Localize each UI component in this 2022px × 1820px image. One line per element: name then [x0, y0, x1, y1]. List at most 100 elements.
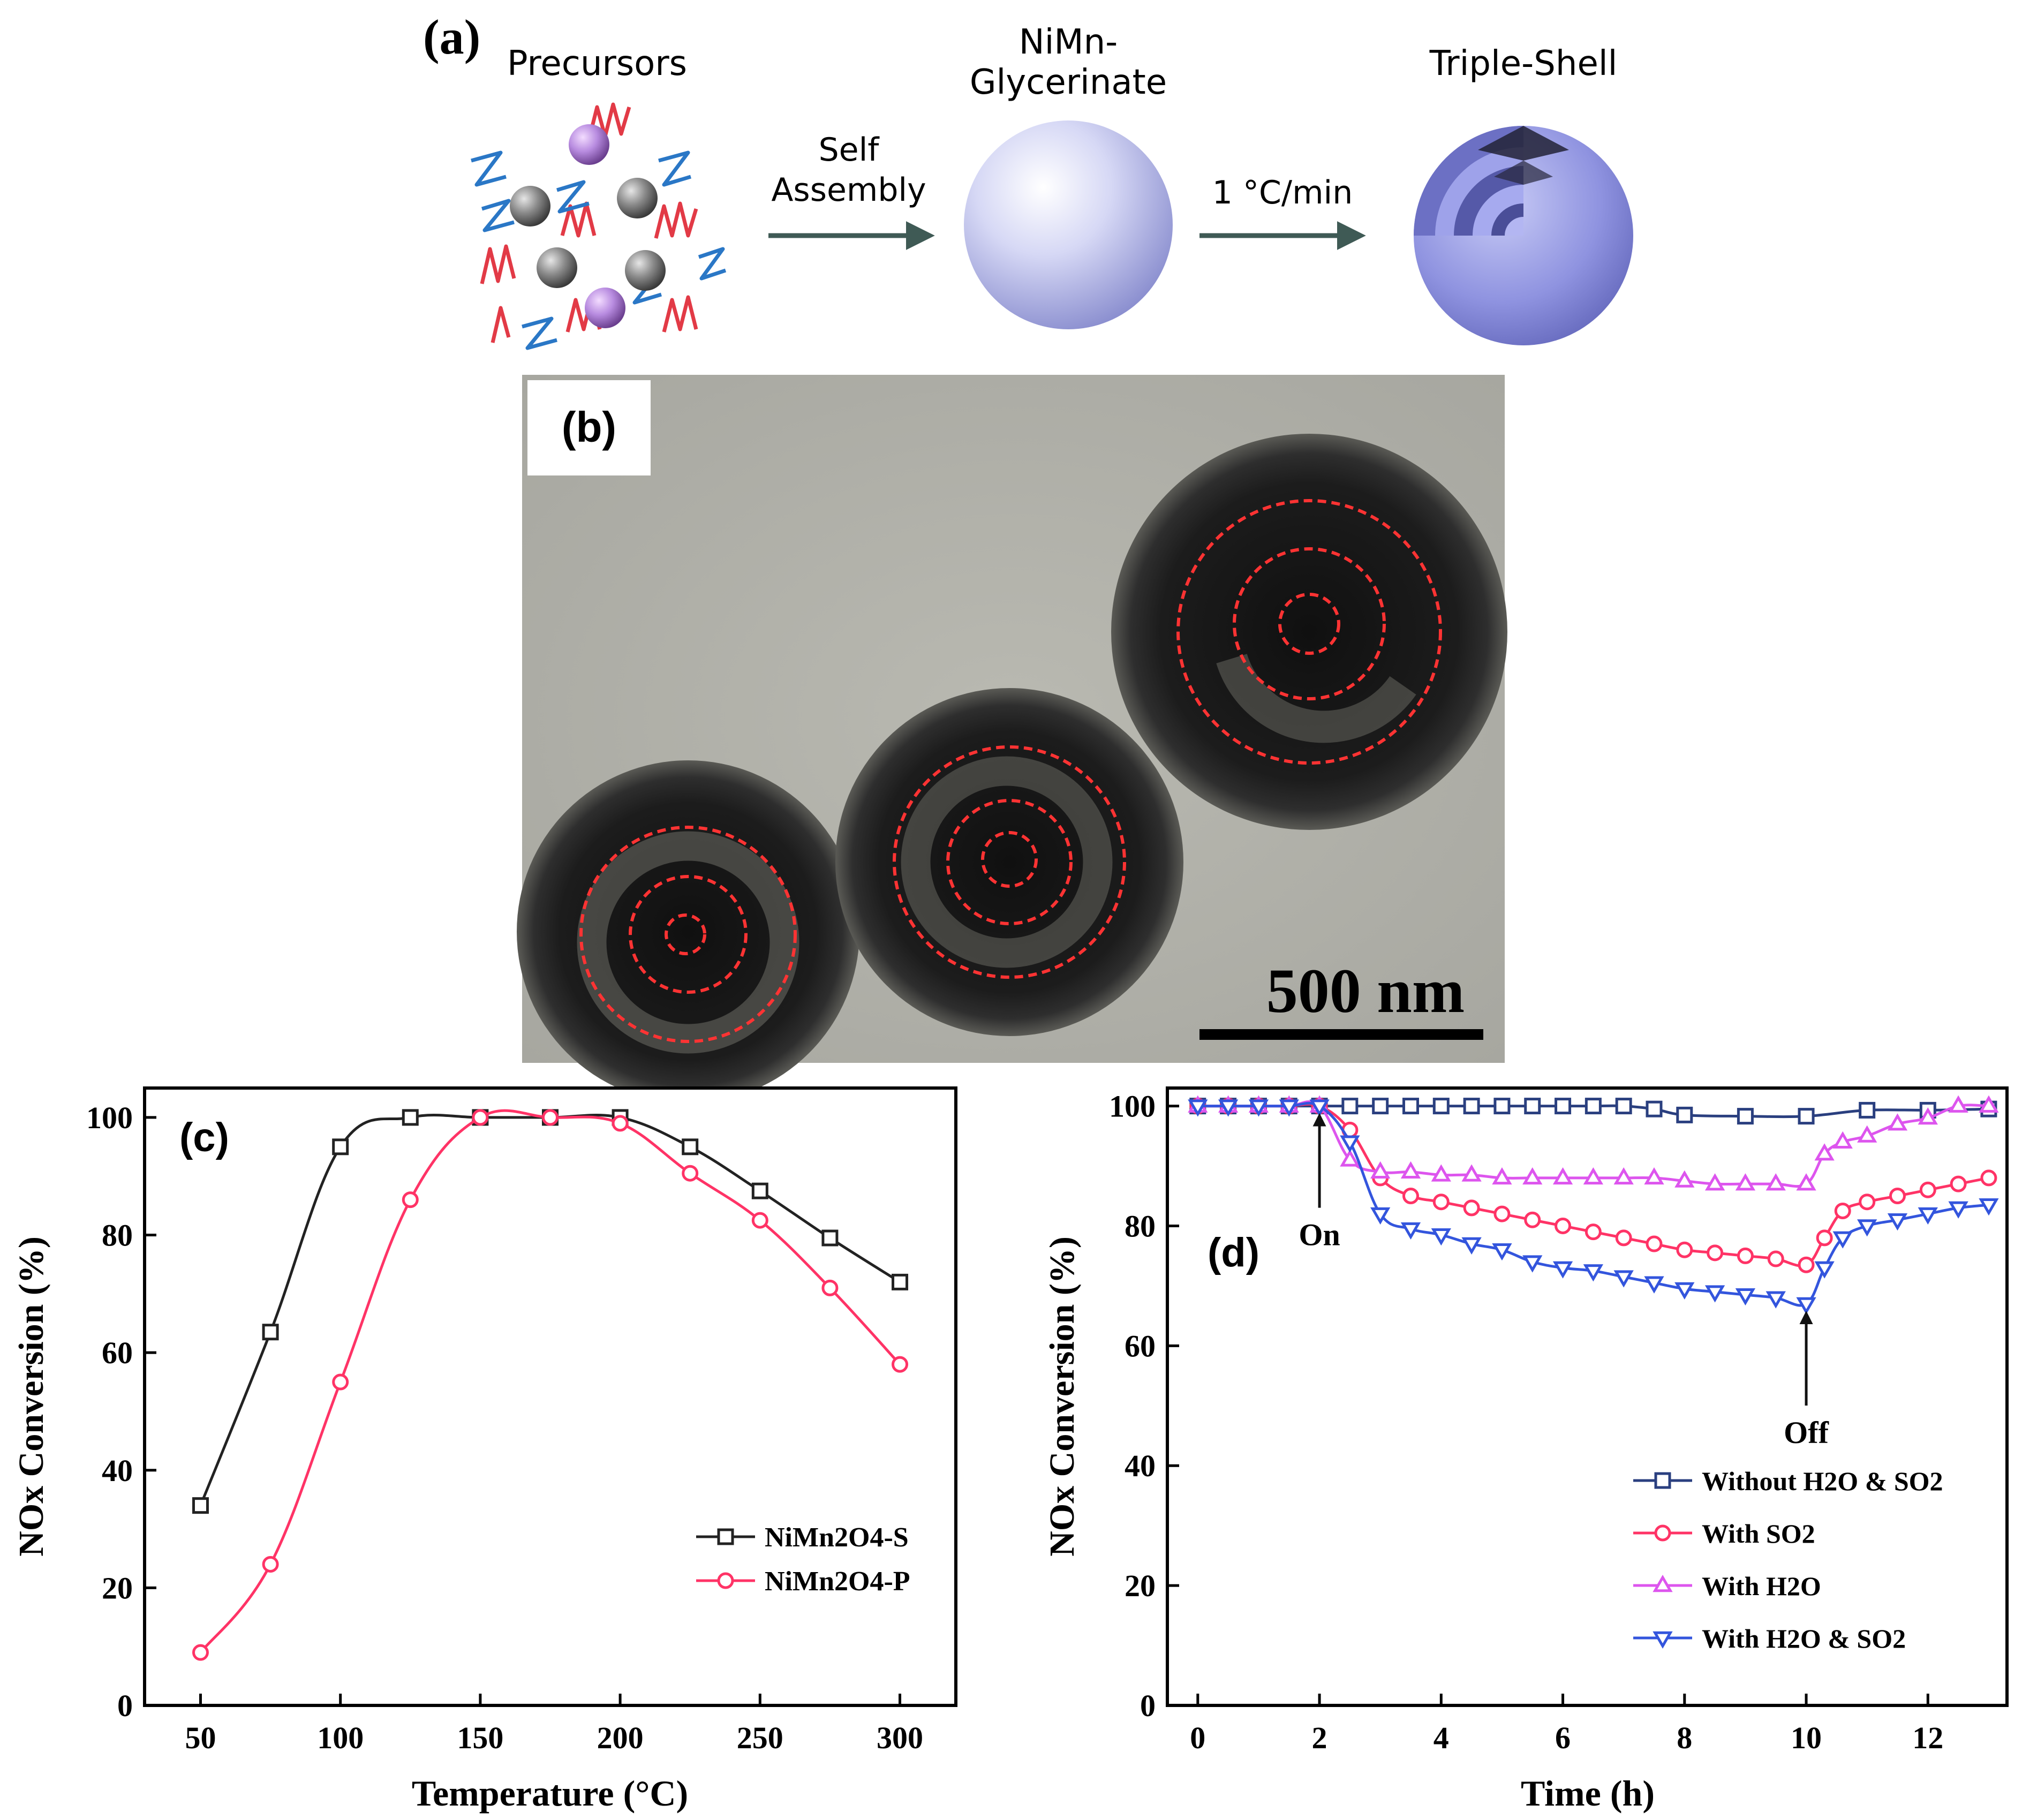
x-tick-label: 8 [1677, 1720, 1692, 1755]
data-point-circle [402, 1191, 419, 1209]
red-ligand-zigzag [480, 244, 516, 284]
data-point-triangle-up [1814, 1143, 1835, 1161]
data-point-circle [1524, 1211, 1541, 1228]
data-point-square [332, 1138, 349, 1156]
plot-frame [143, 1086, 957, 1707]
data-point-triangle-up [1613, 1167, 1634, 1185]
triple-shell-label: Triple-Shell [1429, 44, 1618, 84]
data-point-triangle-down [1857, 1219, 1877, 1237]
x-tick-label: 150 [457, 1720, 503, 1755]
grey-ion-sphere [510, 186, 550, 226]
blue-ligand-z [522, 316, 557, 350]
data-point-square [1654, 1472, 1671, 1489]
data-point-triangle-down [1644, 1276, 1664, 1294]
data-point-triangle-up [1918, 1107, 1938, 1125]
plot-frame [1166, 1086, 2009, 1707]
x-tick-label: 12 [1912, 1720, 1943, 1755]
data-point-triangle-down [1887, 1213, 1908, 1231]
data-point-circle [1707, 1244, 1724, 1262]
data-point-square [1585, 1098, 1602, 1115]
data-point-square [1646, 1100, 1663, 1117]
data-point-triangle-down [1735, 1288, 1756, 1306]
data-point-square [1341, 1098, 1359, 1115]
data-point-triangle-up [1583, 1167, 1603, 1185]
blue-ligand-z [481, 199, 515, 232]
data-point-triangle-up [1796, 1173, 1816, 1191]
data-point-circle [1859, 1194, 1876, 1211]
data-point-circle [612, 1115, 629, 1132]
data-point-square [821, 1229, 839, 1247]
data-point-triangle-up [1431, 1164, 1451, 1182]
blue-ligand-z [556, 180, 590, 214]
panel-b-label: (b) [562, 403, 616, 451]
data-point-square [1524, 1098, 1541, 1115]
data-point-triangle-up [1644, 1167, 1664, 1185]
y-tick-label: 80 [1125, 1209, 1156, 1243]
y-tick-label: 20 [1125, 1568, 1156, 1603]
heating-rate-label: 1 °C/min [1212, 174, 1353, 212]
precursors-cluster [471, 102, 727, 350]
tem-particle [517, 760, 859, 1103]
data-point-triangle-up [1340, 1149, 1360, 1167]
data-point-square [1798, 1108, 1815, 1125]
panel-c-chart: (c) 50 100 150 200 250 300 0 20 40 60 80 100 NiMn2O… [12, 1086, 957, 1814]
red-ligand-zigzag [654, 201, 698, 239]
legend-label: NiMn2O4-S [765, 1522, 909, 1553]
x-axis-label: Temperature (°C) [412, 1773, 688, 1814]
x-axis-label: Time (h) [1521, 1773, 1655, 1814]
data-point-triangle-down [1400, 1222, 1421, 1240]
data-point-circle [1432, 1194, 1450, 1211]
blue-ligand-z [698, 247, 727, 281]
data-point-circle [1737, 1247, 1754, 1264]
data-point-triangle-down [1218, 1099, 1239, 1117]
data-point-triangle-down [1340, 1135, 1360, 1153]
triple-shell-sphere [1414, 126, 1633, 345]
data-point-circle [262, 1555, 279, 1573]
data-point-triangle-down [1309, 1099, 1330, 1117]
panel-a-label: (a) [423, 10, 480, 64]
x-tick-label: 300 [877, 1720, 923, 1755]
precursors-label: Precursors [507, 44, 687, 84]
y-tick-label: 40 [1125, 1448, 1156, 1483]
data-point-triangle-down [1814, 1261, 1835, 1279]
data-point-triangle-down [1766, 1291, 1786, 1309]
legend-label: With H2O [1702, 1571, 1821, 1601]
y-tick-label: 60 [102, 1335, 133, 1370]
self-assembly-label-line2: Assembly [771, 171, 926, 209]
x-tick-label: 100 [317, 1720, 364, 1755]
tem-particle [1111, 434, 1507, 830]
data-point-triangle-up [1552, 1167, 1573, 1185]
data-point-triangle-up [1522, 1167, 1543, 1185]
scale-bar [1199, 1029, 1483, 1040]
y-tick-label: 60 [1125, 1328, 1156, 1363]
data-point-square [751, 1182, 768, 1199]
data-point-triangle-up [1857, 1125, 1877, 1143]
red-ligand-zigzag [560, 201, 597, 238]
data-point-triangle-down [1613, 1270, 1634, 1288]
data-point-triangle-up [1979, 1095, 1999, 1113]
data-point-circle [1493, 1205, 1511, 1222]
panel-c-label: (c) [179, 1115, 229, 1160]
data-point-triangle-up [1674, 1170, 1695, 1188]
series-line [1197, 1100, 1989, 1188]
data-point-circle [1980, 1169, 1997, 1187]
data-point-circle [1767, 1250, 1784, 1267]
scale-bar-label: 500 nm [1266, 956, 1465, 1026]
data-point-square [1676, 1106, 1693, 1123]
y-tick-label: 80 [102, 1218, 133, 1253]
data-point-square [1372, 1098, 1389, 1115]
y-tick-label: 0 [1140, 1688, 1156, 1723]
panel-a: (a) Precursors NiMn- Glycerinate Triple-… [423, 10, 1633, 350]
data-point-circle [332, 1373, 349, 1391]
data-point-triangle-up [1832, 1131, 1853, 1149]
series-line [199, 1109, 901, 1653]
data-point-circle [1646, 1235, 1663, 1252]
x-tick-label: 4 [1433, 1720, 1449, 1755]
data-point-circle [1798, 1256, 1815, 1273]
data-point-square [892, 1273, 909, 1290]
data-point-triangle-down [1248, 1099, 1269, 1117]
data-point-circle [1654, 1524, 1671, 1542]
panel-b-tem-image: (b) [517, 375, 1507, 1103]
red-ligand-zigzag [587, 102, 631, 140]
data-point-square [1493, 1098, 1511, 1115]
